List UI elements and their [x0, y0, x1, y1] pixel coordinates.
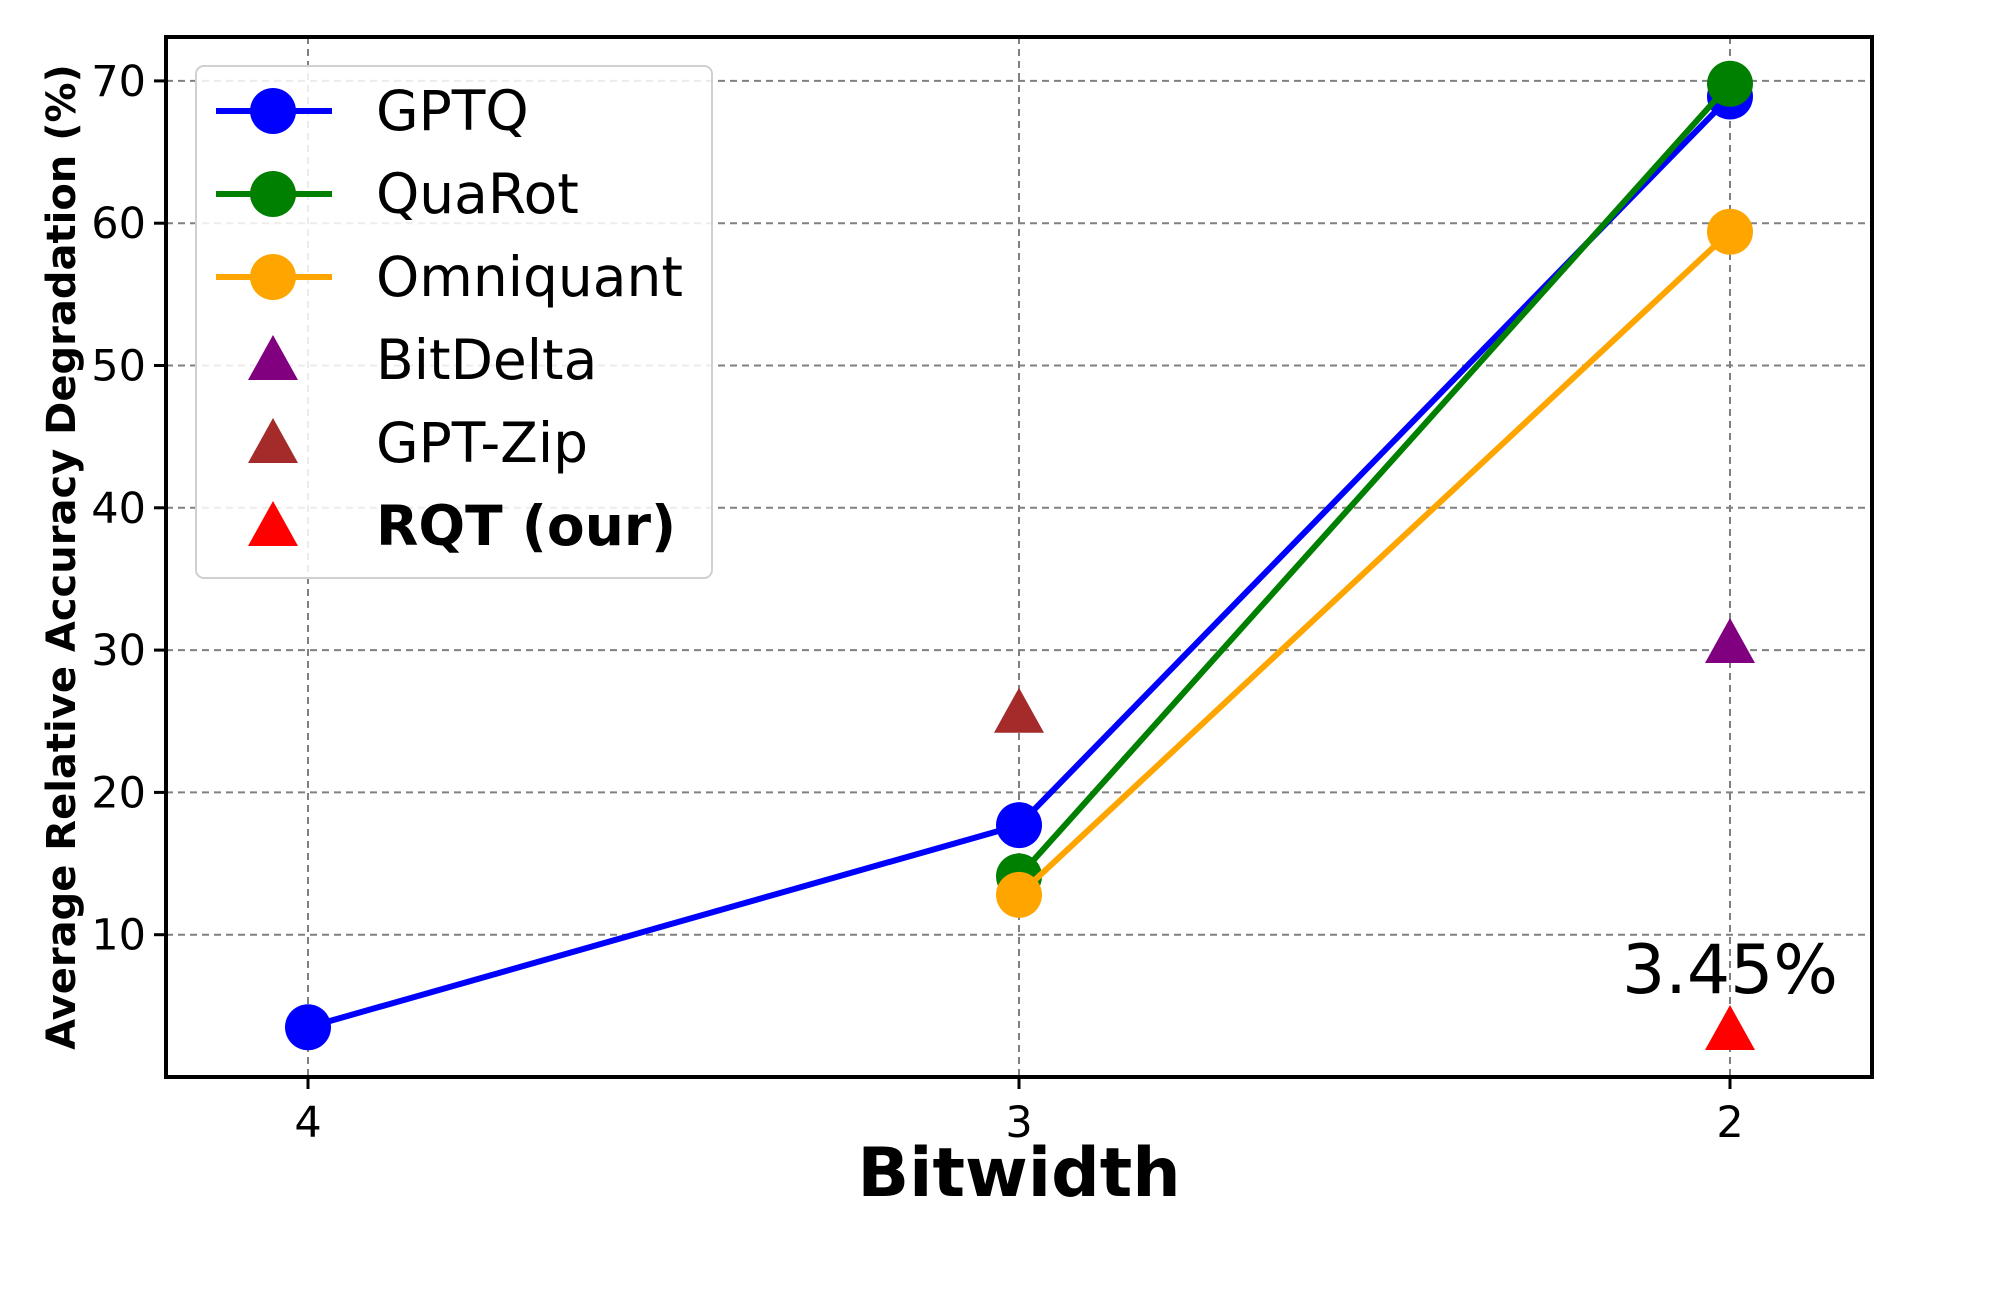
- legend-label: GPT-Zip: [376, 411, 588, 475]
- annotation-label: 3.45%: [1622, 931, 1838, 1010]
- data-point-gpt-zip: [994, 687, 1044, 733]
- data-point-rqt-our: [1705, 1005, 1755, 1051]
- data-point-gptq: [285, 1004, 331, 1051]
- legend-marker-gptq: [250, 88, 296, 134]
- legend-label: QuaRot: [376, 162, 579, 226]
- legend-item-omniquant: Omniquant: [216, 245, 683, 309]
- y-tick-label: 10: [91, 911, 146, 961]
- x-tick-label: 3: [1005, 1098, 1032, 1148]
- legend-label: GPTQ: [376, 79, 529, 143]
- series-bitdelta: [1705, 617, 1755, 663]
- legend-item-rqt-our: RQT (our): [248, 494, 676, 558]
- legend-marker-rqt-our: [248, 501, 298, 546]
- legend-item-gptq: GPTQ: [216, 79, 529, 143]
- series-rqt-our: [1705, 1005, 1755, 1051]
- series-layer: [285, 60, 1755, 1051]
- y-tick-label: 60: [91, 199, 146, 249]
- y-tick-label: 40: [91, 484, 146, 534]
- data-point-omniquant: [1707, 208, 1753, 255]
- data-point-gptq: [996, 802, 1042, 849]
- x-axis-title: Bitwidth: [857, 1134, 1180, 1213]
- legend-label: Omniquant: [376, 245, 683, 309]
- series-line-quarot: [1016, 81, 1733, 879]
- y-tick-label: 50: [91, 342, 146, 392]
- legend-marker-quarot: [250, 171, 296, 217]
- legend-item-bitdelta: BitDelta: [248, 328, 597, 392]
- y-axis-title: Average Relative Accuracy Degradation (%…: [39, 64, 85, 1050]
- legend-item-gpt-zip: GPT-Zip: [248, 411, 588, 475]
- series-gpt-zip: [994, 687, 1044, 733]
- y-tick-label: 70: [91, 57, 146, 107]
- data-point-bitdelta: [1705, 617, 1755, 663]
- series-omniquant: [996, 208, 1753, 918]
- x-tick-label: 2: [1716, 1098, 1743, 1148]
- series-gptq: [285, 73, 1753, 1051]
- legend-label: BitDelta: [376, 328, 597, 392]
- data-point-omniquant: [996, 871, 1042, 918]
- legend-marker-omniquant: [250, 254, 296, 300]
- y-tick-label: 20: [91, 768, 146, 818]
- series-line-omniquant: [1016, 229, 1733, 898]
- y-tick-label: 30: [91, 626, 146, 676]
- data-point-quarot: [1707, 60, 1753, 107]
- annotations: 3.45%: [1622, 931, 1838, 1010]
- legend-marker-gpt-zip: [248, 418, 298, 463]
- legend: GPTQ QuaRot Omniquant BitDelta GPT-Zip RQT (o…: [195, 65, 713, 579]
- x-tick-label: 4: [294, 1098, 321, 1148]
- legend-label: RQT (our): [376, 494, 676, 558]
- legend-item-quarot: QuaRot: [216, 162, 579, 226]
- ticks: 10 20 30 40 50 60 70 4 3 2: [91, 57, 1743, 1148]
- legend-marker-bitdelta: [248, 335, 298, 380]
